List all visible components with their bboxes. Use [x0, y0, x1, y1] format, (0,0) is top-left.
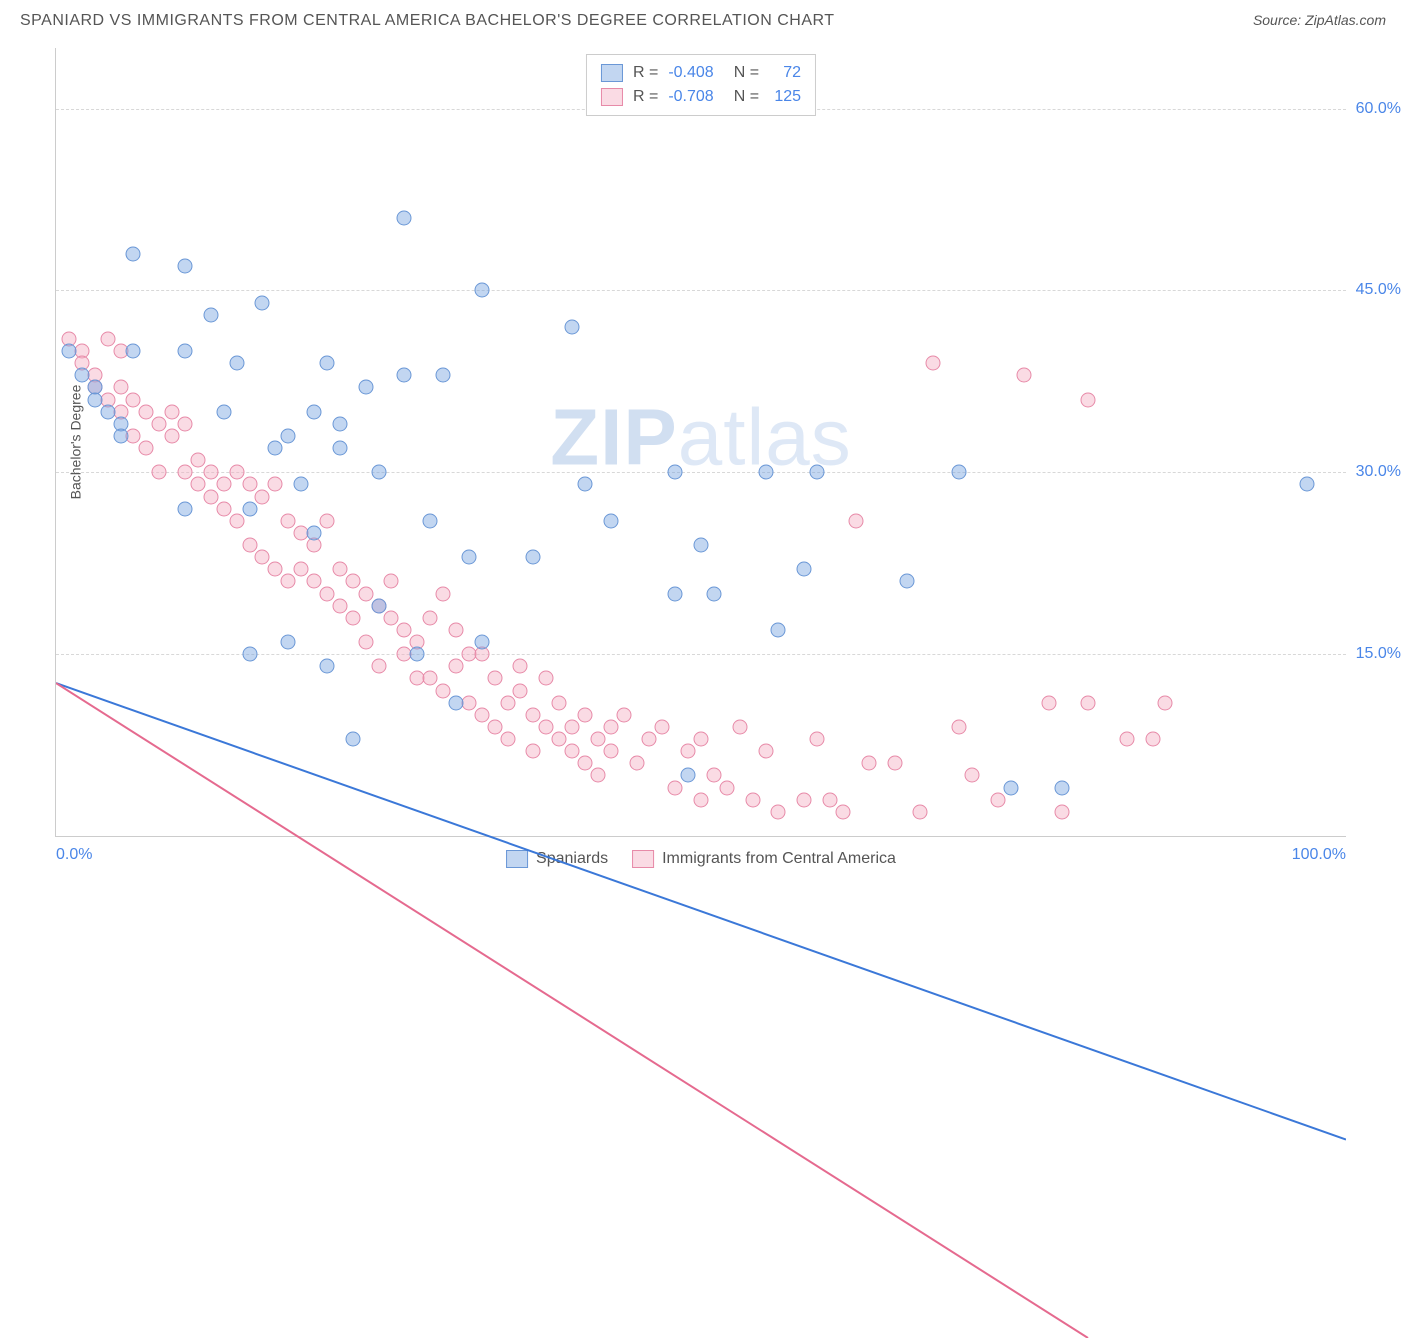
- chart-title: SPANIARD VS IMMIGRANTS FROM CENTRAL AMER…: [20, 12, 835, 30]
- legend-item-blue: Spaniards: [506, 850, 608, 868]
- scatter-points: [56, 48, 1346, 836]
- legend-label: Immigrants from Central America: [662, 850, 896, 868]
- stats-row-blue: R = -0.408 N = 72: [601, 61, 801, 85]
- legend-label: Spaniards: [536, 850, 608, 868]
- n-label: N =: [734, 61, 759, 85]
- y-tick-label: 45.0%: [1356, 281, 1401, 299]
- x-tick-label: 100.0%: [1292, 846, 1346, 864]
- n-label: N =: [734, 85, 759, 109]
- stats-box: R = -0.408 N = 72 R = -0.708 N = 125: [586, 54, 816, 116]
- r-label: R =: [633, 85, 658, 109]
- n-value: 125: [769, 85, 801, 109]
- r-label: R =: [633, 61, 658, 85]
- swatch-blue: [506, 850, 528, 868]
- y-tick-label: 15.0%: [1356, 645, 1401, 663]
- x-tick-label: 0.0%: [56, 846, 92, 864]
- r-value: -0.408: [668, 61, 713, 85]
- source-label: Source: ZipAtlas.com: [1253, 12, 1386, 28]
- n-value: 72: [769, 61, 801, 85]
- legend-item-pink: Immigrants from Central America: [632, 850, 896, 868]
- stats-row-pink: R = -0.708 N = 125: [601, 85, 801, 109]
- swatch-blue: [601, 64, 623, 82]
- swatch-pink: [601, 88, 623, 106]
- chart-area: Bachelor's Degree ZIPatlas R = -0.408 N …: [55, 48, 1346, 837]
- legend: Spaniards Immigrants from Central Americ…: [506, 850, 896, 868]
- swatch-pink: [632, 850, 654, 868]
- r-value: -0.708: [668, 85, 713, 109]
- y-tick-label: 60.0%: [1356, 100, 1401, 118]
- y-tick-label: 30.0%: [1356, 463, 1401, 481]
